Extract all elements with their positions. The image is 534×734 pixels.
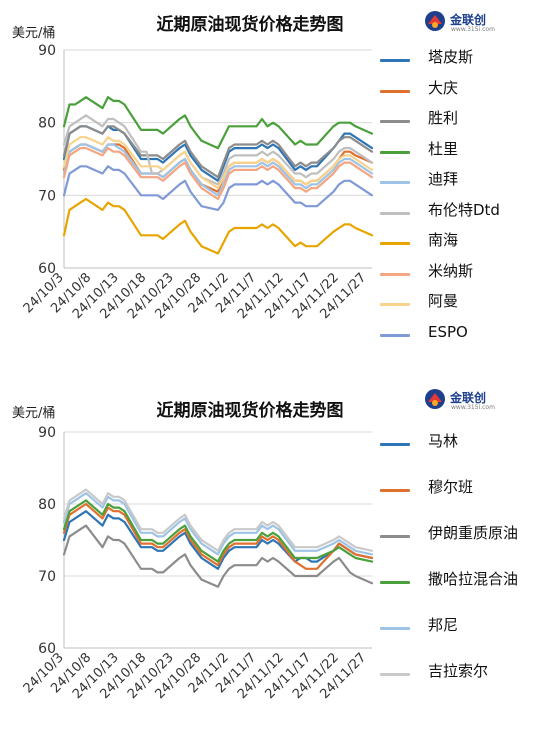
legend-label: 撒哈拉混合油 bbox=[428, 570, 519, 588]
legend-swatch bbox=[380, 333, 410, 337]
legend-item: 大庆 bbox=[380, 79, 530, 103]
legend-swatch bbox=[380, 120, 410, 123]
legend-item: 塔皮斯 bbox=[380, 48, 530, 72]
y-tick-label: 90 bbox=[38, 43, 56, 59]
chart-panel-bottom: 近期原油现货价格走势图 美元/桶 金联创 www.315i.com 60 70 80… bbox=[0, 376, 534, 734]
series-line-2 bbox=[62, 502, 374, 570]
y-tick-label: 70 bbox=[38, 188, 56, 204]
legend-swatch bbox=[380, 150, 410, 154]
legend-item: 吉拉索尔 bbox=[380, 662, 530, 686]
series-line-8 bbox=[62, 147, 374, 201]
legend-item: 撒哈拉混合油 bbox=[380, 570, 530, 594]
brand-logo: 金联创 www.315i.com bbox=[424, 386, 524, 414]
legend-label: 布伦特Dtd bbox=[428, 200, 500, 219]
series-line-9 bbox=[62, 136, 374, 190]
legend-label: ESPO bbox=[428, 322, 468, 341]
legend-item: ESPO bbox=[380, 323, 530, 347]
legend-label: 杜里 bbox=[428, 139, 459, 158]
legend-label: 穆尔班 bbox=[428, 478, 474, 496]
legend-label: 塔皮斯 bbox=[428, 48, 474, 66]
legend-label: 大庆 bbox=[428, 78, 459, 97]
y-tick-label: 70 bbox=[38, 569, 56, 585]
chart-title: 近期原油现货价格走势图 bbox=[156, 401, 344, 421]
logo-url: www.315i.com bbox=[451, 26, 495, 33]
y-tick-label: 80 bbox=[38, 497, 56, 513]
line-chart-top: 6070809024/10/324/10/824/10/1324/10/1824… bbox=[21, 43, 374, 322]
series-line-1 bbox=[62, 510, 374, 570]
y-tick-label: 80 bbox=[38, 116, 56, 132]
legend-label: 阿曼 bbox=[428, 292, 459, 310]
legend-item: 邦尼 bbox=[380, 616, 530, 640]
legend-swatch bbox=[380, 443, 410, 446]
logo-icon bbox=[425, 389, 445, 409]
legend-swatch bbox=[380, 89, 410, 93]
legend-swatch bbox=[380, 181, 410, 184]
line-chart-bottom: 6070809024/10/324/10/824/10/1324/10/1824… bbox=[21, 425, 374, 702]
legend-item: 穆尔班 bbox=[380, 478, 530, 502]
legend-swatch bbox=[380, 581, 410, 584]
y-unit-label: 美元/桶 bbox=[12, 406, 56, 421]
legend-item: 阿曼 bbox=[380, 292, 530, 316]
legend-item: 杜里 bbox=[380, 140, 530, 164]
series-line-10 bbox=[62, 165, 374, 211]
legend-item: 马林 bbox=[380, 432, 530, 456]
logo-name: 金联创 bbox=[450, 391, 487, 405]
series-line-3 bbox=[62, 125, 374, 179]
brand-logo: 金联创 www.315i.com bbox=[424, 8, 524, 36]
legend-label: 米纳斯 bbox=[428, 261, 474, 280]
series-line-6 bbox=[62, 488, 374, 552]
legend-swatch bbox=[380, 242, 410, 245]
legend-item: 布伦特Dtd bbox=[380, 201, 530, 225]
series-line-1 bbox=[62, 125, 374, 182]
legend-label: 南海 bbox=[428, 231, 459, 249]
y-tick-label: 60 bbox=[38, 641, 56, 657]
legend-label: 吉拉索尔 bbox=[428, 662, 489, 680]
legend-label: 邦尼 bbox=[428, 616, 459, 634]
y-unit-label: 美元/桶 bbox=[12, 26, 56, 41]
legend-swatch bbox=[380, 489, 410, 492]
logo-url: www.315i.com bbox=[451, 404, 495, 411]
logo-icon bbox=[425, 11, 445, 31]
legend-item: 胜利 bbox=[380, 109, 530, 133]
series-line-5 bbox=[62, 143, 374, 197]
legend-item: 南海 bbox=[380, 231, 530, 255]
legend-bottom: 马林穆尔班伊朗重质原油 撒哈拉混合油 邦尼吉拉索尔 bbox=[380, 424, 530, 724]
series-line-7 bbox=[62, 197, 374, 255]
y-tick-label: 60 bbox=[38, 261, 56, 277]
legend-label: 伊朗重质原油 bbox=[428, 524, 519, 542]
chart-panel-top: 近期原油现货价格走势图 美元/桶 金联创 www.315i.com 60 70 80… bbox=[12, 8, 530, 341]
legend-swatch bbox=[380, 535, 410, 538]
logo-name: 金联创 bbox=[450, 13, 487, 27]
series-line-5 bbox=[62, 492, 374, 556]
legend-swatch bbox=[380, 211, 410, 215]
legend-item: 伊朗重质原油 bbox=[380, 524, 530, 548]
legend-swatch bbox=[380, 627, 410, 630]
legend-label: 迪拜 bbox=[428, 170, 459, 188]
series-line-4 bbox=[62, 96, 374, 150]
legend-item: 米纳斯 bbox=[380, 262, 530, 286]
legend-top: 塔皮斯大庆胜利杜里迪拜布伦特Dtd 南海米纳斯阿曼 ESPO bbox=[380, 40, 530, 341]
legend-label: 马林 bbox=[428, 432, 459, 450]
series-line-3 bbox=[62, 524, 374, 588]
chart-title: 近期原油现货价格走势图 bbox=[156, 15, 344, 35]
legend-swatch bbox=[380, 673, 410, 676]
series-line-6 bbox=[62, 114, 374, 186]
legend-swatch bbox=[380, 303, 410, 306]
legend-swatch bbox=[380, 272, 410, 276]
y-tick-label: 90 bbox=[38, 425, 56, 441]
legend-swatch bbox=[380, 59, 410, 62]
legend-item: 迪拜 bbox=[380, 170, 530, 194]
series-line-4 bbox=[62, 499, 374, 563]
legend-label: 胜利 bbox=[428, 109, 459, 127]
